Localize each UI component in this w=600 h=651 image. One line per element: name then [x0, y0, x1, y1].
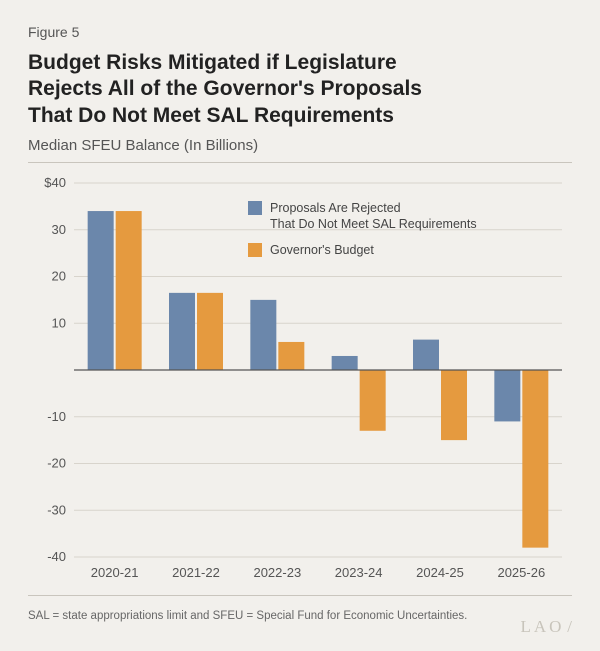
- brand-mark: LAO /: [520, 617, 572, 637]
- bar: [278, 342, 304, 370]
- bar: [116, 211, 142, 370]
- bar: [332, 356, 358, 370]
- divider: [28, 162, 572, 163]
- bar: [250, 300, 276, 370]
- bar: [169, 293, 195, 370]
- svg-text:2020-21: 2020-21: [91, 565, 139, 580]
- svg-text:2025-26: 2025-26: [497, 565, 545, 580]
- bar: [494, 370, 520, 421]
- legend-label: Governor's Budget: [270, 243, 374, 257]
- svg-text:-40: -40: [47, 549, 66, 564]
- brand-text: LAO: [520, 617, 564, 636]
- chart-area: -40 -30 -20 -10 10 20 30 $40 2020-21 2021-22 2022-…: [28, 169, 572, 589]
- title-line: That Do Not Meet SAL Requirements: [28, 104, 394, 127]
- svg-text:-30: -30: [47, 502, 66, 517]
- svg-text:$40: $40: [44, 175, 66, 190]
- bar: [413, 339, 439, 369]
- svg-text:10: 10: [52, 315, 66, 330]
- title-line: Rejects All of the Governor's Proposals: [28, 77, 422, 100]
- divider: [28, 595, 572, 596]
- bar: [522, 370, 548, 548]
- figure-label: Figure 5: [28, 24, 572, 40]
- svg-text:-10: -10: [47, 409, 66, 424]
- legend-label: Proposals Are Rejected: [270, 201, 401, 215]
- bar: [88, 211, 114, 370]
- chart-title: Budget Risks Mitigated if Legislature Re…: [28, 50, 572, 129]
- svg-text:2023-24: 2023-24: [335, 565, 383, 580]
- svg-text:2021-22: 2021-22: [172, 565, 220, 580]
- legend-label: That Do Not Meet SAL Requirements: [270, 217, 477, 231]
- bar: [441, 370, 467, 440]
- svg-text:2024-25: 2024-25: [416, 565, 464, 580]
- bar: [360, 370, 386, 431]
- svg-text:-20: -20: [47, 455, 66, 470]
- brand-slash-icon: /: [564, 617, 572, 636]
- legend-swatch: [248, 201, 262, 215]
- chart-subtitle: Median SFEU Balance (In Billions): [28, 137, 572, 154]
- bar-chart: -40 -30 -20 -10 10 20 30 $40 2020-21 2021-22 2022-…: [28, 169, 572, 589]
- footnote: SAL = state appropriations limit and SFE…: [28, 610, 572, 622]
- legend-swatch: [248, 243, 262, 257]
- svg-text:30: 30: [52, 222, 66, 237]
- title-line: Budget Risks Mitigated if Legislature: [28, 51, 397, 74]
- svg-text:20: 20: [52, 268, 66, 283]
- svg-text:2022-23: 2022-23: [253, 565, 301, 580]
- bar: [197, 293, 223, 370]
